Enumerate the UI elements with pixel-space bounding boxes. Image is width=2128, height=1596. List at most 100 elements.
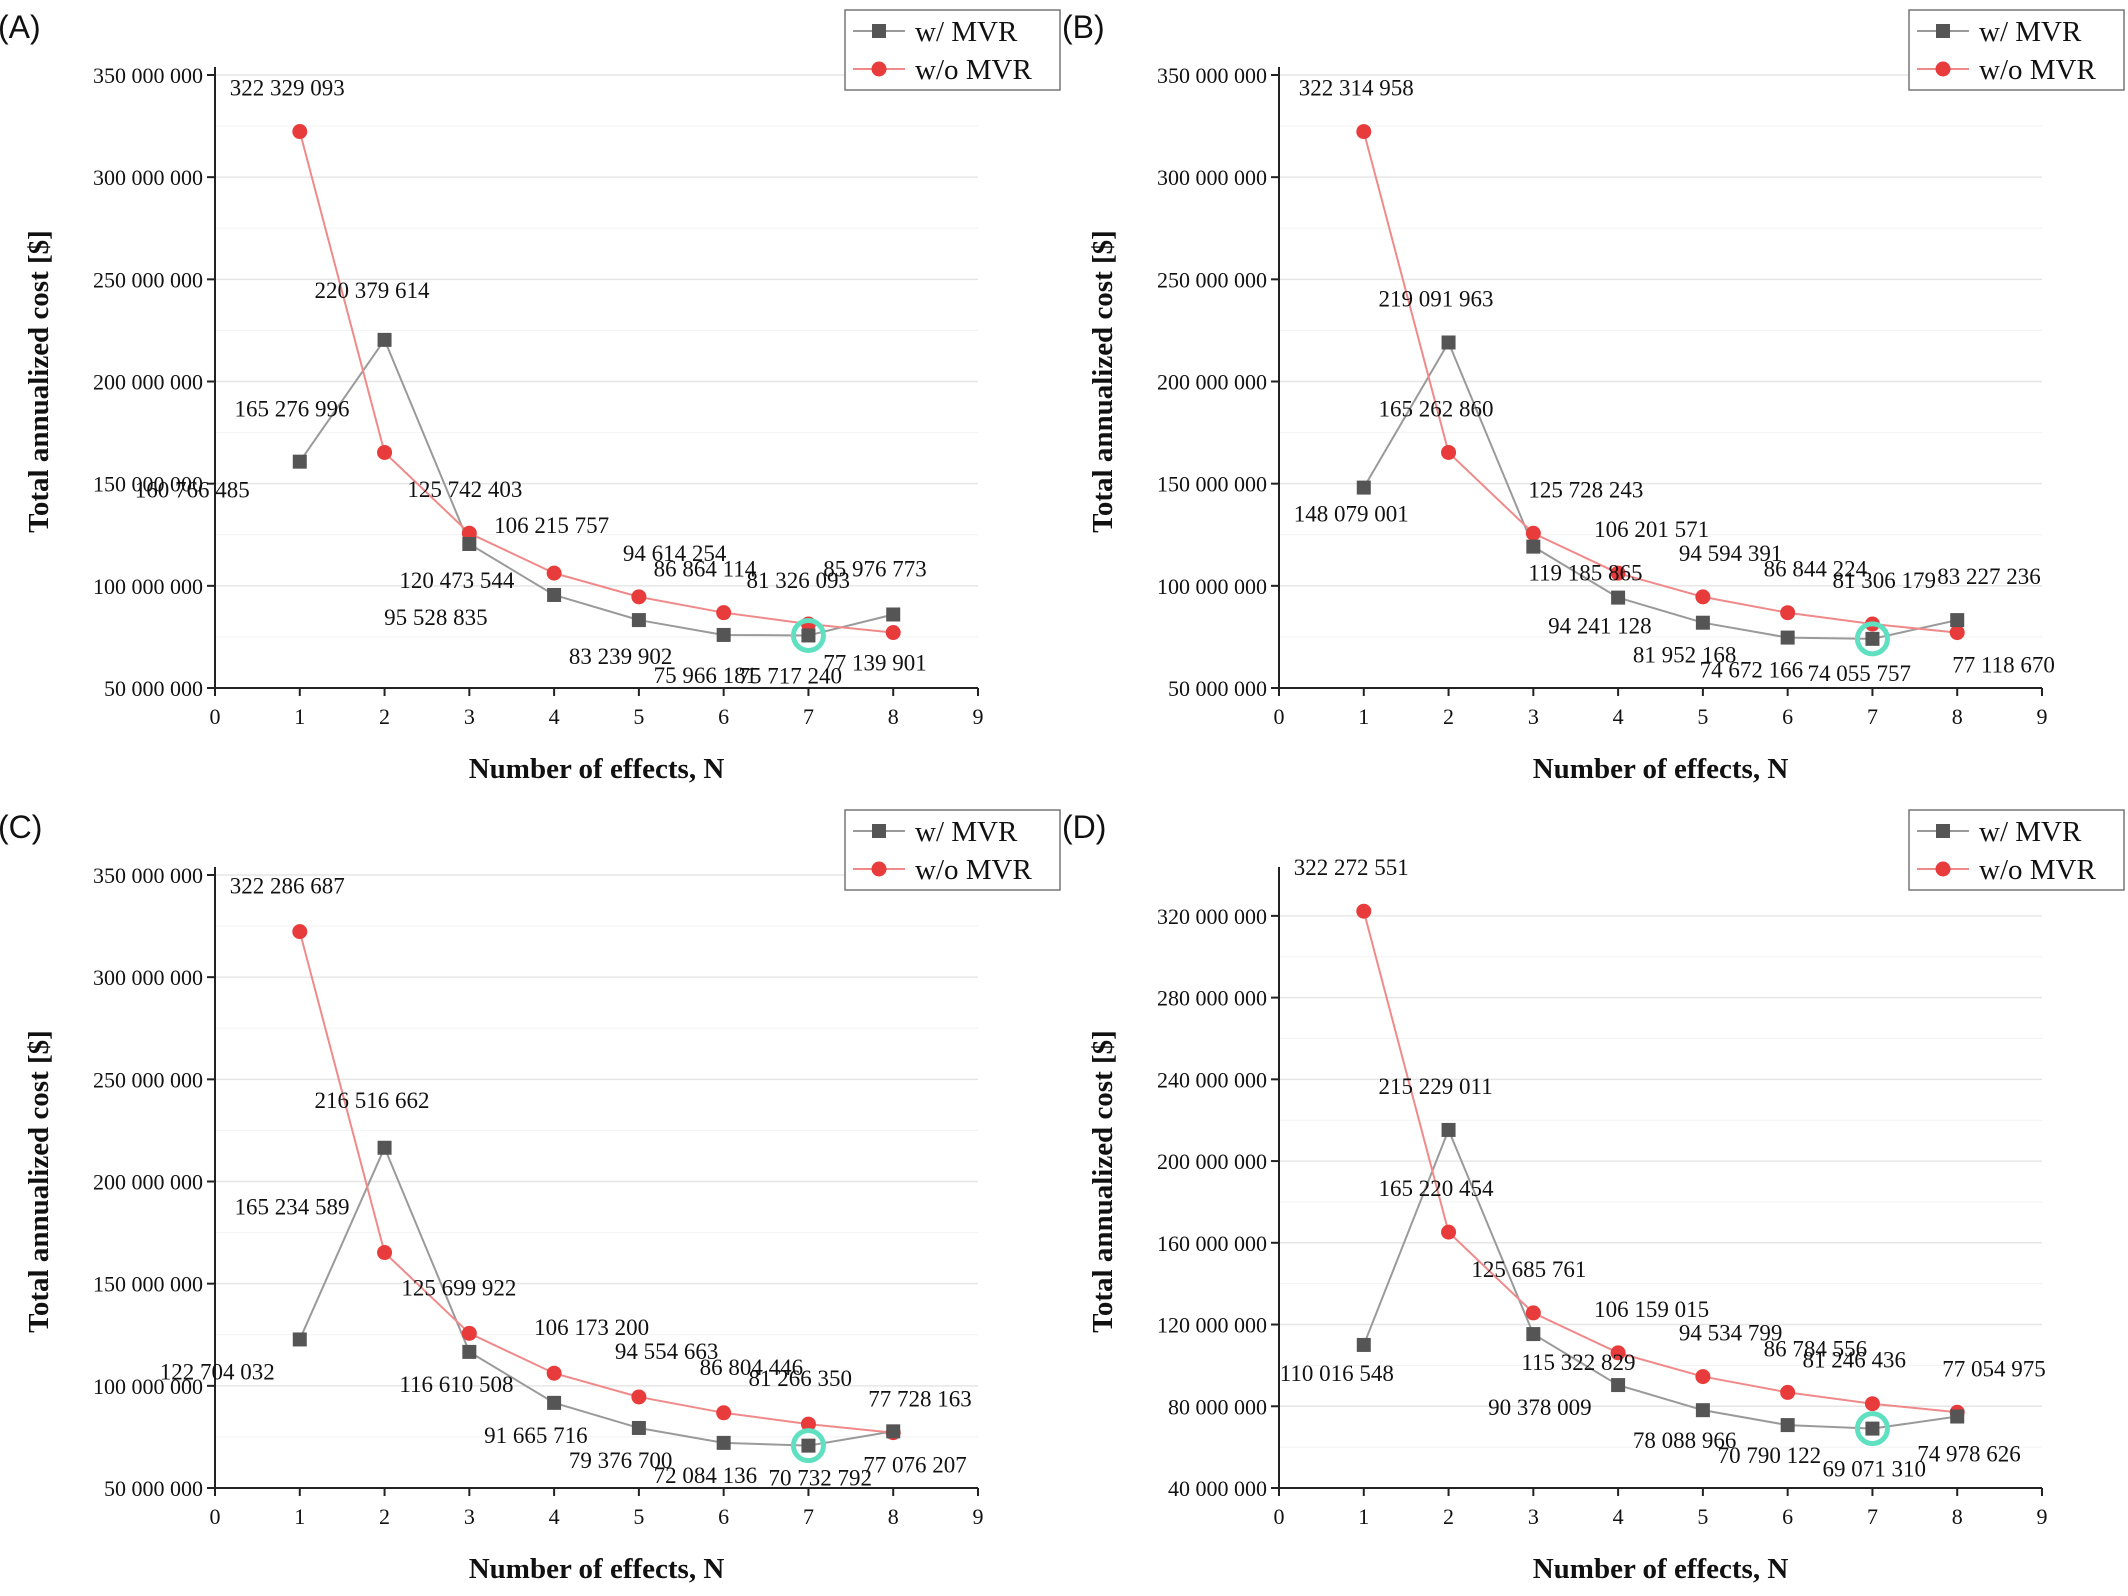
x-axis-title: Number of effects, N xyxy=(1533,1553,1789,1585)
data-label: 322 329 093 xyxy=(230,76,345,101)
data-point-wo-mvr xyxy=(716,605,732,621)
data-point-wo-mvr xyxy=(631,589,647,605)
y-tick-label: 350 000 000 xyxy=(93,863,203,888)
data-point-wo-mvr xyxy=(377,444,393,460)
legend-label: w/o MVR xyxy=(1979,854,2096,886)
data-point-w-mvr xyxy=(1865,1421,1880,1436)
data-point-wo-mvr xyxy=(1610,1345,1626,1361)
data-label: 94 594 391 xyxy=(1679,541,1783,566)
x-tick-label: 2 xyxy=(1443,704,1454,729)
x-tick-label: 9 xyxy=(2037,704,2048,729)
data-label: 220 379 614 xyxy=(315,278,431,303)
x-tick-label: 5 xyxy=(1697,704,1708,729)
data-label: 219 091 963 xyxy=(1379,286,1494,311)
y-tick-label: 280 000 000 xyxy=(1157,986,1267,1011)
chart-panel-d: (D) 40 000 000 80 000 000 120 000 000 160 00… xyxy=(1062,809,2125,1585)
data-label: 90 378 009 xyxy=(1488,1395,1592,1420)
x-tick-label: 6 xyxy=(1782,704,1793,729)
x-tick-label: 1 xyxy=(1358,1504,1369,1529)
data-point-w-mvr xyxy=(1356,1337,1371,1352)
legend-marker-w-mvr xyxy=(872,824,886,838)
data-point-w-mvr xyxy=(1695,615,1710,630)
data-label: 77 139 901 xyxy=(823,651,927,676)
data-point-w-mvr xyxy=(886,607,901,622)
y-tick-label: 250 000 000 xyxy=(93,267,203,292)
data-label: 86 804 446 xyxy=(700,1355,804,1380)
x-tick-label: 0 xyxy=(1274,1504,1285,1529)
data-label: 120 473 544 xyxy=(399,568,515,593)
legend-marker-w-mvr xyxy=(1936,824,1950,838)
x-tick-label: 8 xyxy=(888,1504,899,1529)
optimum-highlight-ring xyxy=(790,617,826,653)
data-point-w-mvr xyxy=(716,627,731,642)
data-point-wo-mvr xyxy=(1695,589,1711,605)
panel-label: (D) xyxy=(1062,809,1106,845)
x-tick-label: 1 xyxy=(294,704,305,729)
y-tick-label: 200 000 000 xyxy=(1157,370,1267,395)
data-point-w-mvr xyxy=(462,536,477,551)
x-tick-label: 4 xyxy=(1613,1504,1624,1529)
x-tick-label: 7 xyxy=(803,704,814,729)
x-tick-label: 9 xyxy=(2037,1504,2048,1529)
data-point-w-mvr xyxy=(1356,480,1371,495)
series-line-wo-mvr xyxy=(298,131,894,634)
data-label: 110 016 548 xyxy=(1280,1361,1394,1386)
y-tick-label: 240 000 000 xyxy=(1157,1067,1267,1092)
x-axis-title: Number of effects, N xyxy=(469,753,725,785)
legend-box xyxy=(1908,809,2125,891)
series-line-wo-mvr xyxy=(298,931,894,1434)
data-point-w-mvr xyxy=(1865,631,1880,646)
y-axis-title: Total annualized cost [$] xyxy=(23,230,55,533)
data-point-w-mvr xyxy=(1526,539,1541,554)
x-tick-label: 4 xyxy=(1613,704,1624,729)
data-label: 83 227 236 xyxy=(1937,564,2041,589)
legend-label: w/o MVR xyxy=(915,54,1032,86)
x-tick-label: 3 xyxy=(464,704,475,729)
data-point-wo-mvr xyxy=(1441,444,1457,460)
data-label: 94 241 128 xyxy=(1548,614,1652,639)
legend-marker-wo-mvr xyxy=(1935,861,1951,877)
data-point-w-mvr xyxy=(292,454,307,469)
data-label: 70 732 792 xyxy=(768,1466,872,1491)
data-label: 81 952 168 xyxy=(1633,643,1737,668)
y-tick-label: 200 000 000 xyxy=(93,370,203,395)
data-label: 119 185 865 xyxy=(1528,561,1642,586)
y-axis-title: Total annualized cost [$] xyxy=(1087,230,1119,533)
data-label: 94 554 663 xyxy=(615,1339,719,1364)
data-point-w-mvr xyxy=(547,1395,562,1410)
data-label: 94 534 799 xyxy=(1679,1321,1783,1346)
y-tick-label: 160 000 000 xyxy=(1157,1231,1267,1256)
chart-panel-a: (A) 50 000 000 100 000 000 150 000 000 200 0… xyxy=(0,9,1061,785)
data-label: 81 246 436 xyxy=(1802,1348,1906,1373)
data-point-wo-mvr xyxy=(1525,1305,1541,1321)
legend-marker-wo-mvr xyxy=(871,61,887,77)
data-label: 83 239 902 xyxy=(569,644,673,669)
data-label: 106 173 200 xyxy=(534,1315,649,1340)
data-label: 322 272 551 xyxy=(1294,855,1409,880)
data-point-wo-mvr xyxy=(461,525,477,541)
y-tick-label: 100 000 000 xyxy=(93,1374,203,1399)
data-point-wo-mvr xyxy=(1949,625,1965,641)
data-point-w-mvr xyxy=(631,1420,646,1435)
data-point-w-mvr xyxy=(1695,1403,1710,1418)
x-tick-label: 6 xyxy=(1782,1504,1793,1529)
legend-label: w/ MVR xyxy=(915,816,1018,848)
data-point-wo-mvr xyxy=(1780,1384,1796,1400)
x-tick-label: 8 xyxy=(1952,704,1963,729)
y-tick-label: 150 000 000 xyxy=(93,472,203,497)
data-point-wo-mvr xyxy=(1864,1396,1880,1412)
data-point-w-mvr xyxy=(292,1332,307,1347)
legend: w/ MVR w/o MVR xyxy=(1908,809,2125,891)
data-point-wo-mvr xyxy=(461,1325,477,1341)
y-tick-label: 300 000 000 xyxy=(93,965,203,990)
data-point-w-mvr xyxy=(1611,590,1626,605)
data-label: 81 326 093 xyxy=(746,568,850,593)
data-label: 77 118 670 xyxy=(1952,653,2055,678)
data-label: 81 266 350 xyxy=(748,1366,852,1391)
x-tick-label: 5 xyxy=(633,1504,644,1529)
chart-panel-b: (B) 50 000 000 100 000 000 150 000 000 200 0… xyxy=(1062,9,2125,785)
legend-box xyxy=(844,809,1061,891)
data-label: 74 672 166 xyxy=(1700,658,1804,683)
x-tick-label: 2 xyxy=(379,1504,390,1529)
data-point-w-mvr xyxy=(462,1344,477,1359)
